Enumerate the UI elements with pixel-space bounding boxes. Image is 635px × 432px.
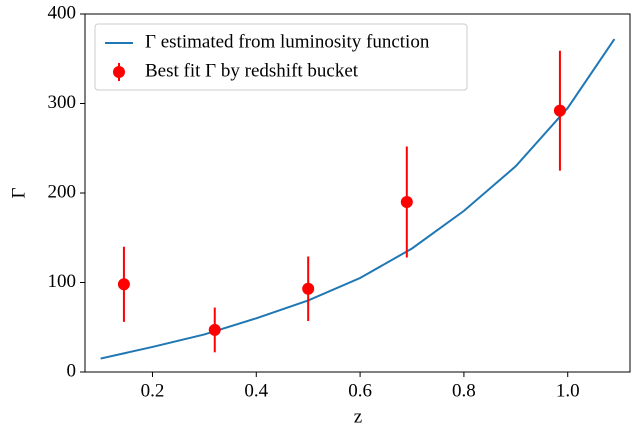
y-tick-label: 0 — [67, 360, 77, 381]
x-tick-label: 0.6 — [348, 380, 372, 401]
x-tick-label: 1.0 — [556, 380, 580, 401]
data-point — [400, 195, 413, 208]
line-series — [100, 38, 616, 360]
y-tick-label: 100 — [48, 271, 77, 292]
data-point — [208, 323, 221, 336]
y-tick-label: 300 — [48, 92, 77, 113]
x-tick-label: 0.4 — [244, 380, 268, 401]
plot-frame — [84, 13, 631, 373]
x-axis-label: z — [354, 406, 362, 427]
legend-label: Best fit Γ by redshift bucket — [145, 60, 359, 81]
y-tick-label: 400 — [48, 2, 77, 23]
x-tick-label: 0.2 — [141, 380, 165, 401]
x-tick-label: 0.8 — [452, 380, 476, 401]
data-point — [553, 104, 566, 117]
legend-box — [94, 23, 468, 91]
y-tick-label: 200 — [48, 181, 77, 202]
legend-label: Γ estimated from luminosity function — [145, 31, 430, 52]
legend-swatch — [113, 66, 125, 78]
data-point — [117, 278, 130, 291]
data-point — [302, 282, 315, 295]
y-axis-label: Γ — [8, 187, 29, 198]
